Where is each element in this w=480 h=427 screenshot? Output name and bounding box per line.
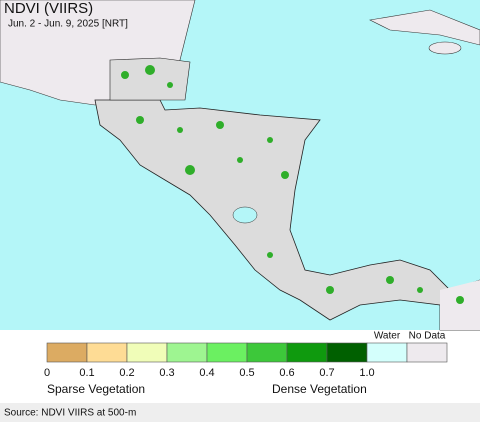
legend-tick-label: 0.5 xyxy=(239,367,254,379)
subtitle: Jun. 2 - Jun. 9, 2025 [NRT] xyxy=(8,19,128,30)
legend-tick-label: 0.2 xyxy=(119,367,134,379)
dense-label: Dense Vegetation xyxy=(272,382,367,396)
water-label: Water xyxy=(374,331,401,342)
legend-swatch xyxy=(86,342,128,363)
legend-swatch xyxy=(286,342,328,363)
lake xyxy=(232,206,258,224)
yucatan xyxy=(109,57,191,101)
map xyxy=(0,0,480,331)
legend-tick-label: 0.7 xyxy=(319,367,334,379)
legend-tick-label: 0.6 xyxy=(279,367,294,379)
legend-swatch xyxy=(46,342,88,363)
legend-swatch xyxy=(166,342,208,363)
source: Source: NDVI VIIRS at 500-m xyxy=(4,408,136,419)
colombia xyxy=(440,280,480,330)
legend-tick-label: 0.4 xyxy=(199,367,214,379)
jamaica xyxy=(428,41,462,55)
legend-tick-label: 0.3 xyxy=(159,367,174,379)
no-data-label: No Data xyxy=(409,331,446,342)
legend-swatch xyxy=(206,342,248,363)
legend-swatch xyxy=(246,342,288,363)
no-data-swatch xyxy=(406,342,448,363)
water-swatch xyxy=(366,342,408,363)
title: NDVI (VIIRS) xyxy=(4,0,93,17)
vegetation-specks xyxy=(121,65,464,304)
cuba xyxy=(369,9,480,46)
legend-tick-label: 0 xyxy=(44,367,50,379)
source-band xyxy=(0,403,480,422)
legend-tick-label: 1.0 xyxy=(359,367,374,379)
legend: Water No Data 0 0.1 0.2 0.3 0.4 0.5 0.6 0.7 1.0 Spa… xyxy=(44,331,448,396)
legend-swatch xyxy=(326,342,368,363)
legend-tick-label: 0.1 xyxy=(79,367,94,379)
central-america xyxy=(94,99,480,331)
legend-swatch xyxy=(126,342,168,363)
sparse-label: Sparse Vegetation xyxy=(47,382,145,396)
